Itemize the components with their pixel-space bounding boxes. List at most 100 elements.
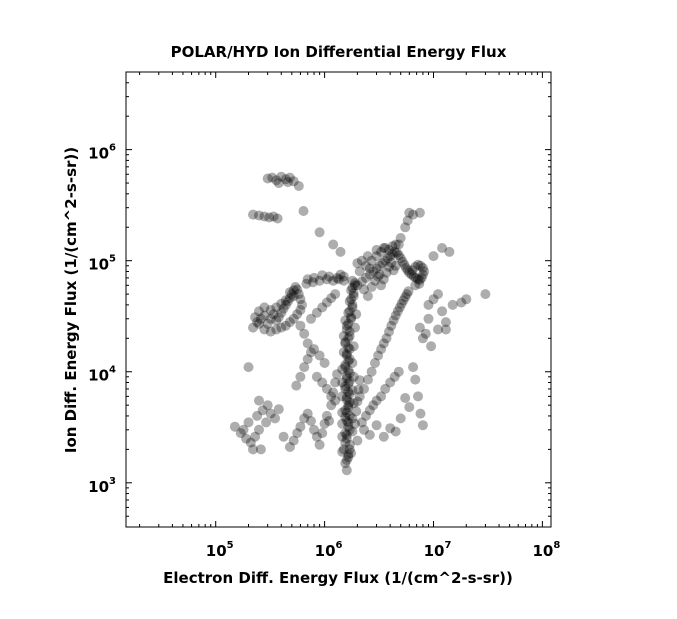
data-point [341, 433, 352, 444]
data-point [295, 320, 306, 331]
data-point [373, 271, 384, 282]
data-point [344, 354, 355, 365]
data-point [392, 306, 403, 317]
data-point [248, 322, 258, 333]
data-point [250, 312, 261, 323]
data-point [302, 408, 313, 419]
data-point [265, 313, 276, 324]
data-point [413, 259, 423, 270]
data-point [252, 317, 263, 328]
data-point [343, 333, 354, 344]
data-point [341, 416, 352, 426]
data-point [314, 350, 325, 361]
data-point [388, 315, 399, 326]
data-point [390, 310, 401, 321]
data-point [348, 291, 359, 302]
data-point [426, 341, 437, 352]
data-point [262, 400, 273, 411]
data-point [282, 177, 293, 188]
data-point [326, 400, 337, 411]
data-point [395, 413, 406, 424]
data-point [368, 266, 379, 277]
plot-frame [125, 71, 552, 528]
data-point [364, 263, 375, 274]
data-point [381, 267, 392, 278]
data-point [385, 377, 396, 388]
data-point [364, 269, 375, 280]
data-point [293, 181, 304, 191]
data-point [271, 302, 282, 313]
data-point [344, 376, 355, 387]
data-point [344, 306, 355, 317]
data-point [376, 246, 387, 257]
data-point [378, 243, 389, 253]
data-point [340, 383, 351, 394]
data-point [280, 299, 291, 310]
data-point [408, 209, 419, 220]
data-point [259, 211, 270, 222]
data-point [386, 257, 397, 268]
data-point [352, 396, 363, 407]
data-point [390, 260, 401, 271]
data-point [341, 455, 352, 466]
data-point [259, 302, 270, 313]
data-point [254, 424, 264, 435]
data-point [265, 305, 276, 315]
data-point [341, 370, 352, 381]
data-point [259, 324, 270, 335]
data-point [344, 444, 355, 455]
ticks-layer: 105 106 107 108 103 104 105 106 [88, 71, 560, 560]
data-point [280, 295, 291, 306]
data-point [362, 374, 373, 385]
data-point [317, 428, 328, 439]
data-point [330, 377, 341, 388]
data-point [338, 331, 349, 341]
data-point [387, 248, 398, 259]
data-point [340, 362, 351, 373]
data-point [347, 385, 358, 396]
data-point [326, 391, 337, 402]
data-point [321, 410, 332, 421]
data-point [344, 344, 355, 355]
data-point [416, 272, 427, 283]
x-tick-label: 106 [315, 540, 343, 560]
data-point [420, 328, 431, 339]
data-point [341, 407, 352, 418]
data-point [400, 393, 411, 403]
data-point [340, 360, 351, 370]
data-point [229, 421, 240, 432]
data-point [350, 280, 360, 291]
y-tick-label: 104 [88, 365, 116, 385]
data-point [401, 289, 412, 300]
data-point [354, 391, 365, 402]
data-point [343, 421, 354, 432]
data-point [359, 424, 369, 435]
data-point [340, 405, 351, 416]
data-point [389, 246, 400, 257]
data-point [288, 285, 299, 296]
data-point [343, 452, 354, 463]
data-point [364, 405, 375, 416]
data-point [347, 413, 358, 424]
data-point [359, 383, 369, 394]
data-point [248, 209, 258, 220]
data-point [271, 324, 282, 335]
data-point [332, 272, 342, 283]
data-point [380, 255, 391, 266]
data-point [330, 289, 341, 300]
data-point [341, 324, 352, 335]
data-point [338, 271, 349, 282]
data-point [338, 347, 349, 358]
data-point [414, 275, 425, 285]
data-point [352, 435, 363, 446]
data-point [440, 324, 451, 335]
data-point [261, 417, 272, 428]
y-tick-label: 105 [88, 254, 116, 274]
data-point [295, 305, 306, 315]
data-point [265, 326, 276, 337]
data-point [292, 428, 303, 439]
data-point [301, 278, 312, 289]
data-point [333, 274, 344, 285]
data-point [366, 282, 377, 292]
